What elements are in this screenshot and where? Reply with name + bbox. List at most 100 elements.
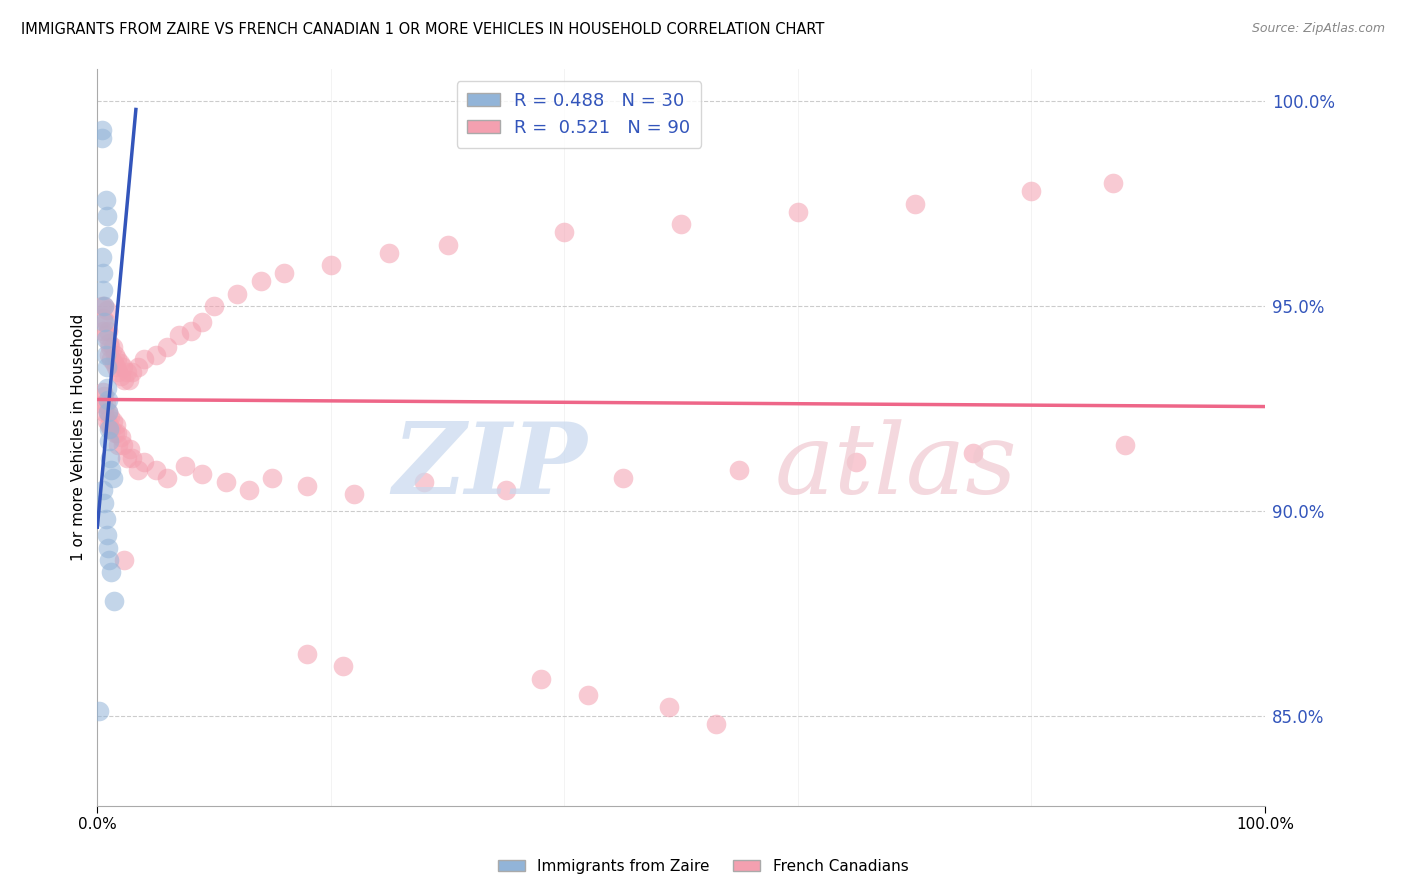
Point: [96, 209, 118, 223]
Point: [903, 196, 925, 211]
Point: [121, 450, 143, 465]
Point: [93, 495, 115, 509]
Point: [378, 245, 401, 260]
Point: [669, 217, 692, 231]
Point: [101, 414, 124, 428]
Point: [118, 442, 141, 457]
Point: [105, 417, 128, 432]
Point: [180, 324, 202, 338]
Point: [105, 352, 128, 367]
Point: [297, 479, 319, 493]
Point: [100, 352, 122, 367]
Point: [91, 299, 114, 313]
Point: [98, 434, 121, 449]
Text: ZIP: ZIP: [392, 418, 588, 515]
Point: [127, 463, 149, 477]
Point: [87, 705, 110, 719]
Point: [110, 430, 132, 444]
Point: [101, 340, 124, 354]
Point: [127, 360, 149, 375]
Point: [98, 340, 121, 354]
Point: [786, 204, 808, 219]
Y-axis label: 1 or more Vehicles in Household: 1 or more Vehicles in Household: [72, 313, 86, 561]
Point: [112, 360, 135, 375]
Point: [215, 475, 238, 489]
Point: [107, 438, 129, 452]
Point: [98, 348, 121, 362]
Point: [97, 229, 120, 244]
Point: [156, 340, 179, 354]
Point: [93, 299, 115, 313]
Point: [91, 283, 114, 297]
Point: [118, 373, 141, 387]
Point: [96, 528, 118, 542]
Point: [332, 659, 354, 673]
Point: [91, 131, 114, 145]
Point: [96, 303, 118, 318]
Point: [97, 324, 120, 338]
Point: [319, 258, 342, 272]
Point: [191, 315, 214, 329]
Point: [94, 348, 117, 362]
Legend: Immigrants from Zaire, French Canadians: Immigrants from Zaire, French Canadians: [492, 853, 914, 880]
Point: [297, 647, 319, 661]
Point: [1021, 185, 1043, 199]
Point: [91, 384, 114, 399]
Text: atlas: atlas: [775, 419, 1017, 514]
Point: [91, 123, 114, 137]
Point: [112, 438, 135, 452]
Point: [98, 553, 121, 567]
Point: [108, 356, 131, 370]
Point: [94, 327, 117, 342]
Point: [202, 299, 225, 313]
Point: [91, 266, 114, 280]
Point: [103, 356, 125, 370]
Point: [174, 458, 197, 473]
Point: [530, 672, 553, 686]
Point: [845, 455, 868, 469]
Point: [576, 688, 599, 702]
Text: IMMIGRANTS FROM ZAIRE VS FRENCH CANADIAN 1 OR MORE VEHICLES IN HOUSEHOLD CORRELA: IMMIGRANTS FROM ZAIRE VS FRENCH CANADIAN…: [21, 22, 824, 37]
Point: [100, 463, 122, 477]
Point: [612, 471, 634, 485]
Point: [98, 450, 121, 465]
Point: [145, 348, 167, 362]
Point: [93, 315, 115, 329]
Point: [94, 332, 117, 346]
Point: [97, 405, 120, 419]
Point: [112, 553, 135, 567]
Point: [238, 483, 260, 498]
Point: [104, 425, 127, 440]
Point: [343, 487, 366, 501]
Point: [97, 405, 120, 419]
Point: [91, 324, 114, 338]
Point: [413, 475, 436, 489]
Point: [98, 335, 121, 350]
Point: [1114, 438, 1136, 452]
Point: [93, 389, 115, 403]
Point: [105, 425, 128, 440]
Point: [156, 471, 179, 485]
Point: [94, 315, 117, 329]
Point: [226, 286, 249, 301]
Point: [704, 716, 727, 731]
Point: [273, 266, 295, 280]
Point: [115, 450, 138, 465]
Point: [100, 565, 122, 579]
Point: [962, 446, 984, 460]
Point: [94, 512, 117, 526]
Point: [121, 365, 143, 379]
Point: [93, 299, 115, 313]
Point: [96, 414, 118, 428]
Point: [104, 348, 127, 362]
Point: [91, 397, 114, 411]
Point: [249, 275, 271, 289]
Point: [145, 463, 167, 477]
Point: [728, 463, 751, 477]
Point: [100, 422, 122, 436]
Point: [96, 360, 118, 375]
Point: [112, 373, 135, 387]
Point: [105, 360, 128, 375]
Point: [98, 417, 121, 432]
Point: [436, 237, 458, 252]
